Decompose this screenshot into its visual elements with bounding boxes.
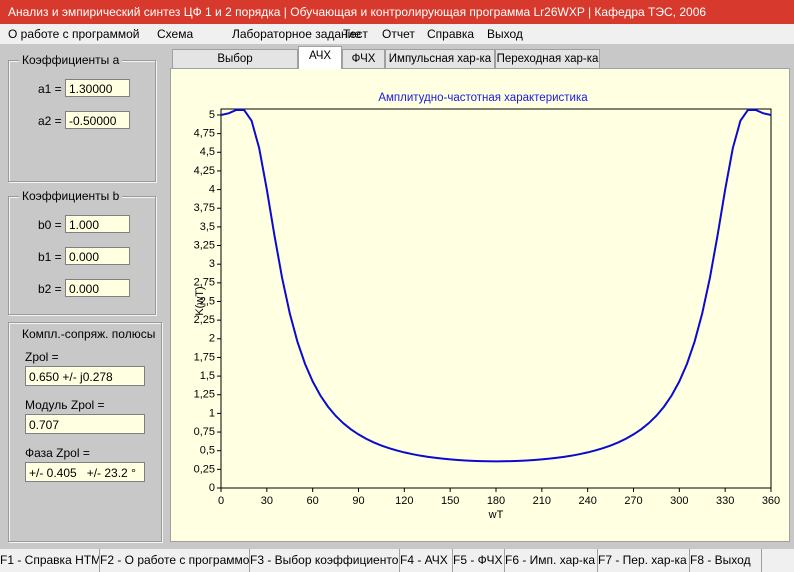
- y-axis-label: K(wT): [194, 286, 206, 315]
- field-label: a1 =: [38, 82, 62, 96]
- group-box: [8, 322, 162, 542]
- tab[interactable]: Импульсная хар-ка: [385, 49, 495, 68]
- y-tick-label: 2,75: [194, 277, 215, 289]
- text-input[interactable]: 0.000: [65, 279, 130, 297]
- y-tick-label: 1,5: [200, 370, 215, 382]
- field-label: b2 =: [38, 282, 62, 296]
- text-input[interactable]: 1.000: [65, 215, 130, 233]
- menu-item[interactable]: Выход: [487, 27, 523, 41]
- y-tick-label: 4,75: [194, 128, 215, 140]
- status-panel[interactable]: F4 - АЧХ: [400, 549, 453, 572]
- field-label: Фаза Zpol =: [25, 446, 90, 460]
- menu-item[interactable]: Тест: [343, 27, 368, 41]
- x-tick-label: 210: [533, 495, 551, 507]
- y-tick-label: 3: [209, 258, 215, 270]
- x-tick-label: 330: [716, 495, 734, 507]
- y-tick-label: 0,25: [194, 463, 215, 475]
- curve: [220, 108, 772, 463]
- status-panel[interactable]: F1 - Справка HTML: [0, 549, 100, 572]
- y-tick-label: 2: [209, 333, 215, 345]
- group-title: Компл.-сопряж. полюсы: [22, 327, 156, 341]
- y-tick-label: 0: [209, 482, 215, 494]
- field-label: a2 =: [38, 114, 62, 128]
- x-tick-label: 90: [352, 495, 364, 507]
- x-tick-label: 360: [762, 495, 780, 507]
- x-tick-label: 180: [487, 495, 505, 507]
- y-tick-label: 0,5: [200, 445, 215, 457]
- status-panel[interactable]: F7 - Пер. хар-ка: [598, 549, 690, 572]
- y-tick-label: 1,25: [194, 389, 215, 401]
- tab[interactable]: ФЧХ: [342, 49, 385, 68]
- chart-title: Амплитудно-частотная характеристика: [378, 92, 588, 104]
- menu-item[interactable]: Отчет: [382, 27, 415, 41]
- y-tick-label: 3,5: [200, 221, 215, 233]
- y-tick-label: 1: [209, 407, 215, 419]
- field-label: Модуль Zpol =: [25, 398, 105, 412]
- text-input[interactable]: -0.50000: [65, 111, 130, 129]
- y-tick-label: 0,75: [194, 426, 215, 438]
- status-panel[interactable]: F3 - Выбор коэффициентов: [250, 549, 400, 572]
- text-output: 0.707: [25, 414, 145, 434]
- x-tick-label: 30: [261, 495, 273, 507]
- menu-item[interactable]: Схема: [157, 27, 194, 41]
- title-bar: Анализ и эмпирический синтез ЦФ 1 и 2 по…: [0, 0, 794, 24]
- field-label: b1 =: [38, 250, 62, 264]
- x-tick-label: 0: [218, 495, 224, 507]
- menu-bar: О работе с программой Схема Лабораторное…: [0, 24, 794, 44]
- y-tick-label: 3,75: [194, 202, 215, 214]
- menu-item[interactable]: Лабораторное задание: [232, 27, 362, 41]
- text-input[interactable]: 0.000: [65, 247, 130, 265]
- menu-item[interactable]: Справка: [427, 27, 475, 41]
- status-panel[interactable]: F2 - О работе с программой: [100, 549, 250, 572]
- field-label: b0 =: [38, 218, 62, 232]
- text-output: 0.650 +/- j0.278: [25, 366, 145, 386]
- tab[interactable]: Выбор коэффициентов: [172, 49, 298, 84]
- x-tick-label: 120: [395, 495, 413, 507]
- field-label: Zpol =: [25, 350, 59, 364]
- status-panel[interactable]: F6 - Имп. хар-ка: [505, 549, 598, 572]
- text-input[interactable]: 1.30000: [65, 79, 130, 97]
- group-title: Коэффициенты b: [19, 189, 123, 203]
- x-tick-label: 300: [670, 495, 688, 507]
- group-title: Коэффициенты a: [19, 53, 123, 67]
- y-tick-label: 4,5: [200, 146, 215, 158]
- text-output: +/- 0.405 +/- 23.2 °: [25, 462, 145, 482]
- x-tick-label: 150: [441, 495, 459, 507]
- status-panel[interactable]: F8 - Выход: [690, 549, 762, 572]
- y-tick-label: 2,25: [194, 314, 215, 326]
- x-tick-label: 240: [578, 495, 596, 507]
- tab[interactable]: АЧХ: [298, 46, 342, 69]
- y-tick-label: 2,5: [200, 295, 215, 307]
- tab[interactable]: Переходная хар-ка: [495, 49, 600, 68]
- y-tick-label: 5: [209, 109, 215, 121]
- plot-frame: [220, 108, 772, 489]
- tab-page: Амплитудно-частотная характеристика wT K…: [170, 68, 790, 542]
- y-tick-label: 1,75: [194, 351, 215, 363]
- x-tick-label: 60: [307, 495, 319, 507]
- x-tick-label: 270: [624, 495, 642, 507]
- y-tick-label: 3,25: [194, 239, 215, 251]
- chart: Амплитудно-частотная характеристика wT K…: [194, 92, 781, 521]
- status-panel[interactable]: F5 - ФЧХ: [453, 549, 505, 572]
- menu-item[interactable]: О работе с программой: [8, 27, 140, 41]
- status-bar: F1 - Справка HTML F2 - О работе с програ…: [0, 549, 794, 572]
- y-tick-label: 4: [209, 183, 215, 195]
- x-axis-label: wT: [488, 509, 504, 521]
- y-tick-label: 4,25: [194, 165, 215, 177]
